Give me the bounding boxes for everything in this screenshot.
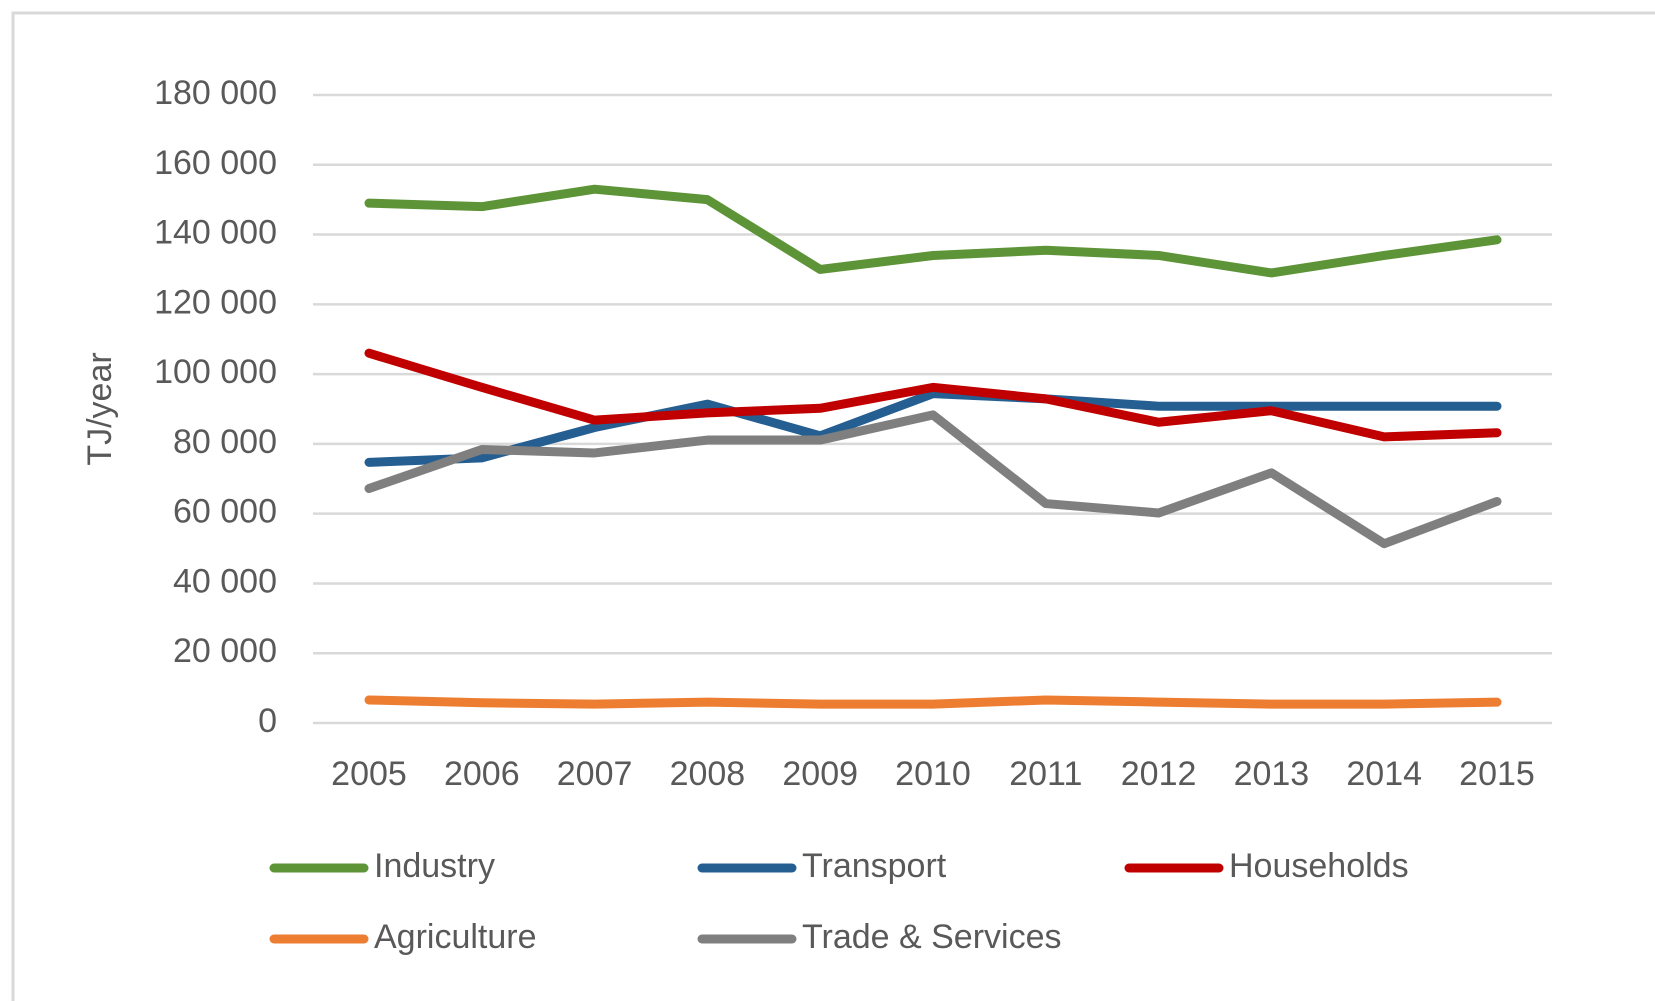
series-line: [364, 348, 1502, 442]
series-line: [364, 184, 1502, 278]
y-tick-label: 140 000: [154, 214, 277, 252]
x-tick-label: 2008: [670, 755, 746, 793]
legend-label: Trade & Services: [802, 918, 1062, 956]
legend-label: Transport: [802, 847, 947, 885]
y-tick-label: 180 000: [154, 74, 277, 112]
x-tick-label: 2006: [444, 755, 520, 793]
y-tick-label: 80 000: [173, 423, 277, 461]
series-line: [364, 410, 1502, 549]
x-tick-label: 2005: [331, 755, 407, 793]
y-tick-label: 160 000: [154, 144, 277, 182]
y-tick-label: 40 000: [173, 562, 277, 600]
chart-frame: [11, 11, 1655, 1001]
x-tick-label: 2012: [1121, 755, 1197, 793]
legend-label: Industry: [374, 847, 495, 885]
x-tick-label: 2007: [557, 755, 633, 793]
legend-label: Households: [1229, 847, 1409, 885]
x-tick-label: 2010: [895, 755, 971, 793]
x-tick-label: 2015: [1459, 755, 1535, 793]
x-tick-label: 2013: [1234, 755, 1310, 793]
series-line: [364, 389, 1502, 467]
x-tick-label: 2009: [782, 755, 858, 793]
series-line: [364, 695, 1502, 709]
y-tick-label: 120 000: [154, 283, 277, 321]
y-tick-label: 100 000: [154, 353, 277, 391]
legend-label: Agriculture: [374, 918, 537, 956]
x-tick-label: 2014: [1346, 755, 1422, 793]
y-tick-label: 0: [258, 702, 277, 740]
x-tick-label: 2011: [1009, 755, 1082, 793]
y-tick-label: 60 000: [173, 493, 277, 531]
y-axis-label: TJ/year: [81, 352, 119, 465]
y-tick-label: 20 000: [173, 632, 277, 670]
